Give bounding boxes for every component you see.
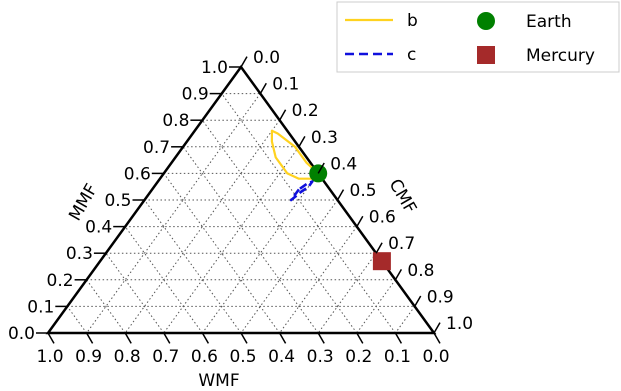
grid-line-wmf [66,306,88,334]
tick-label-mmf: 1.0 [201,58,228,78]
tick-label-mmf: 0.3 [66,244,93,264]
grid-line-cmf [317,252,377,334]
tick-label-cmf: 0.5 [350,181,377,201]
tick-mark-wmf [85,332,94,344]
tick-label-cmf: 1.0 [446,314,473,334]
tick-label-wmf: 0.2 [345,347,372,367]
tick-mark-cmf [433,322,441,334]
tick-label-cmf: 0.0 [253,48,280,68]
grid-line-cmf [86,93,261,334]
tick-mark-wmf [240,332,248,344]
tick-label-cmf: 0.2 [292,101,319,121]
tick-label-wmf: 0.0 [422,347,449,367]
legend-marker-mercury [477,46,495,64]
tick-labels: 0.00.10.20.30.40.50.60.70.80.91.0 0.00.10… [8,48,473,367]
tick-mark-wmf [201,332,210,344]
legend-label-mercury: Mercury [526,46,595,66]
legend-label-b: b [407,11,418,31]
tick-label-wmf: 0.4 [268,347,295,367]
tick-mark-cmf [278,109,287,121]
grid-line-cmf [163,146,300,334]
tick-mark-wmf [124,332,132,344]
tick-mark-wmf [317,332,325,344]
tick-label-mmf: 0.9 [182,85,209,105]
tick-mark-cmf [259,82,267,94]
tick-label-wmf: 0.5 [229,347,256,367]
grid-line-wmf [163,173,281,334]
grid-line-wmf [86,279,126,334]
legend: b c Earth Mercury [336,1,620,73]
tick-label-cmf: 0.3 [311,128,338,148]
tick-label-cmf: 0.7 [388,234,415,254]
tick-mark-cmf [375,242,383,254]
legend-label-earth: Earth [526,12,572,32]
grid-line-cmf [201,173,319,334]
grid-line-wmf [105,252,165,334]
tick-label-wmf: 0.9 [75,347,102,367]
tick-mark-wmf [278,332,287,344]
tick-mark-cmf [336,189,345,201]
tick-label-wmf: 0.7 [152,347,179,367]
tick-mark-wmf [433,332,441,344]
tick-mark-cmf [394,269,403,281]
tick-label-mmf: 0.2 [47,271,74,291]
series-contour-c [289,180,314,202]
tick-mark-cmf [414,295,422,307]
tick-mark-cmf [317,162,325,174]
grid-line-cmf [356,279,396,334]
tick-label-wmf: 0.8 [114,347,141,367]
tick-label-wmf: 0.6 [191,347,218,367]
tick-mark-cmf [240,56,248,68]
tick-mark-cmf [356,215,364,227]
wmf-axis-label: WMF [198,371,239,391]
series-contour-b [270,129,320,180]
tick-label-wmf: 0.1 [384,347,411,367]
tick-mark-wmf [47,332,55,344]
tick-label-mmf: 0.4 [85,218,112,238]
tick-label-cmf: 0.1 [272,75,299,95]
tick-mark-wmf [356,332,364,344]
tick-label-wmf: 0.3 [307,347,334,367]
grid-line-wmf [144,199,242,334]
tick-label-wmf: 1.0 [36,347,63,367]
tick-label-mmf: 0.1 [27,297,54,317]
legend-label-c: c [407,45,416,65]
tick-mark-cmf [298,136,306,148]
tick-label-mmf: 0.5 [104,191,131,211]
tick-label-mmf: 0.8 [162,111,189,131]
tick-mark-wmf [394,332,403,344]
tick-label-cmf: 0.8 [407,261,434,281]
tick-label-cmf: 0.6 [369,208,396,228]
legend-marker-earth [477,12,495,30]
grid-line-cmf [394,306,416,334]
tick-label-cmf: 0.9 [427,287,454,307]
grid-line-wmf [221,93,396,334]
tick-label-mmf: 0.0 [8,324,35,344]
grid-line-wmf [182,146,319,334]
tick-label-mmf: 0.7 [143,138,170,158]
marker-mercury [372,252,391,271]
grid-line-cmf [240,199,338,334]
tick-mark-wmf [163,332,171,344]
tick-label-cmf: 0.4 [330,154,357,174]
grid-lines [66,93,416,334]
tick-label-mmf: 0.6 [124,164,151,184]
